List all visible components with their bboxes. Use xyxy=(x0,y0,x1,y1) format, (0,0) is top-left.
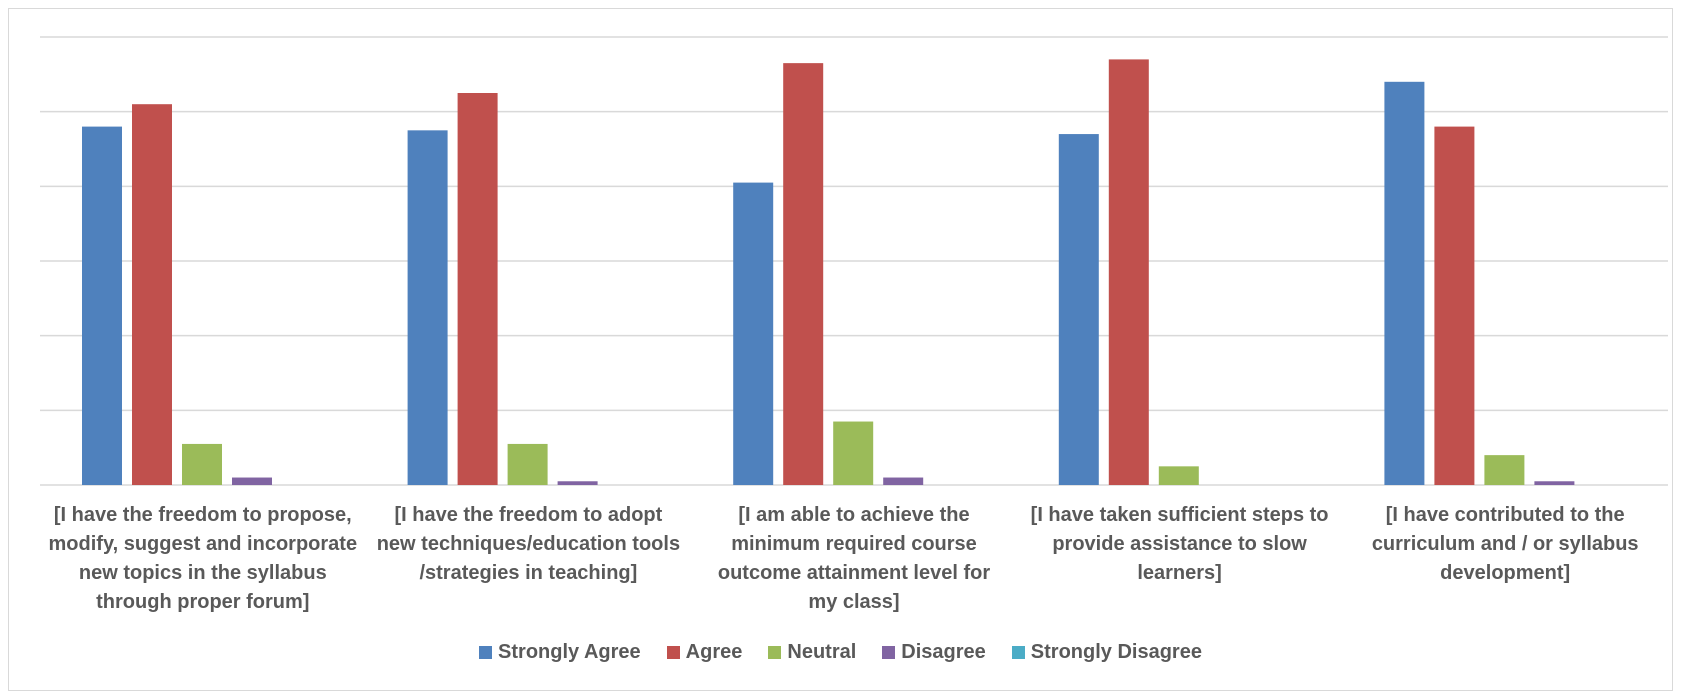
category-label-line: [I am able to achieve the xyxy=(738,504,970,526)
bar-disagree xyxy=(557,481,598,485)
bar-agree xyxy=(783,63,824,486)
category-label: [I have contributed to the curriculum and… xyxy=(1340,501,1670,588)
bar-agree xyxy=(1434,126,1475,485)
category-label-line: new techniques/education tools xyxy=(376,533,681,555)
category-label-line: new topics in the syllabus xyxy=(78,562,327,584)
legend-label: Disagree xyxy=(901,641,986,663)
bar-disagree xyxy=(883,477,924,485)
category-label-line: my class] xyxy=(808,591,900,613)
legend-swatch xyxy=(1011,646,1025,659)
category-label-line: [I have contributed to the xyxy=(1385,504,1625,526)
legend-item: Neutral xyxy=(768,641,856,664)
category-label-line: [I have the freedom to propose, xyxy=(53,504,352,526)
category-label-line: minimum required course xyxy=(731,533,977,555)
legend-swatch xyxy=(768,646,782,659)
legend-label: Strongly Agree xyxy=(498,641,641,663)
legend-label: Agree xyxy=(685,641,743,663)
legend-item: Strongly Agree xyxy=(479,641,641,664)
category-label: [I am able to achieve the minimum require… xyxy=(689,501,1019,617)
category-label-line: [I have the freedom to adopt xyxy=(394,504,663,526)
category-label: [I have the freedom to adopt new techniqu… xyxy=(363,501,693,588)
category-label-line: curriculum and / or syllabus xyxy=(1371,533,1639,555)
bar-agree xyxy=(132,104,172,485)
category-label-line: modify, suggest and incorporate xyxy=(48,533,358,555)
bar-disagree xyxy=(232,477,272,485)
legend-item: Strongly Disagree xyxy=(1011,641,1202,664)
bar-strongly-agree xyxy=(1058,134,1099,486)
bar-strongly-agree xyxy=(1384,81,1425,486)
legend: Strongly Agree Agree Neutral Disagree Strong… xyxy=(0,641,1681,664)
bar-agree xyxy=(1108,59,1149,486)
category-label: [I have taken sufficient steps to provide… xyxy=(1015,501,1345,588)
category-label-line: /strategies in teaching] xyxy=(419,562,638,584)
category-label-line: learners] xyxy=(1137,562,1222,584)
legend-swatch xyxy=(882,646,896,659)
legend-swatch xyxy=(479,646,493,659)
legend-swatch xyxy=(666,646,680,659)
bar-neutral xyxy=(1484,455,1525,485)
bar-agree xyxy=(457,93,498,485)
category-label-line: provide assistance to slow xyxy=(1052,533,1307,555)
legend-item: Disagree xyxy=(882,641,986,664)
bar-neutral xyxy=(507,443,548,485)
legend-label: Strongly Disagree xyxy=(1030,641,1202,663)
bar-neutral xyxy=(833,421,874,485)
legend-item: Agree xyxy=(666,641,743,664)
category-label-line: development] xyxy=(1440,562,1571,584)
category-label-line: outcome attainment level for xyxy=(717,562,991,584)
legend-label: Neutral xyxy=(787,641,857,663)
category-label: [I have the freedom to propose, modify, s… xyxy=(38,501,368,617)
category-label-line: through proper forum] xyxy=(96,591,310,613)
bar-strongly-agree xyxy=(82,126,122,485)
bar-neutral xyxy=(182,443,222,485)
bar-strongly-agree xyxy=(733,182,774,485)
category-label-line: [I have taken sufficient steps to xyxy=(1030,504,1329,526)
bar-disagree xyxy=(1534,481,1575,485)
bar-neutral xyxy=(1158,466,1199,485)
bar-strongly-agree xyxy=(407,130,448,486)
